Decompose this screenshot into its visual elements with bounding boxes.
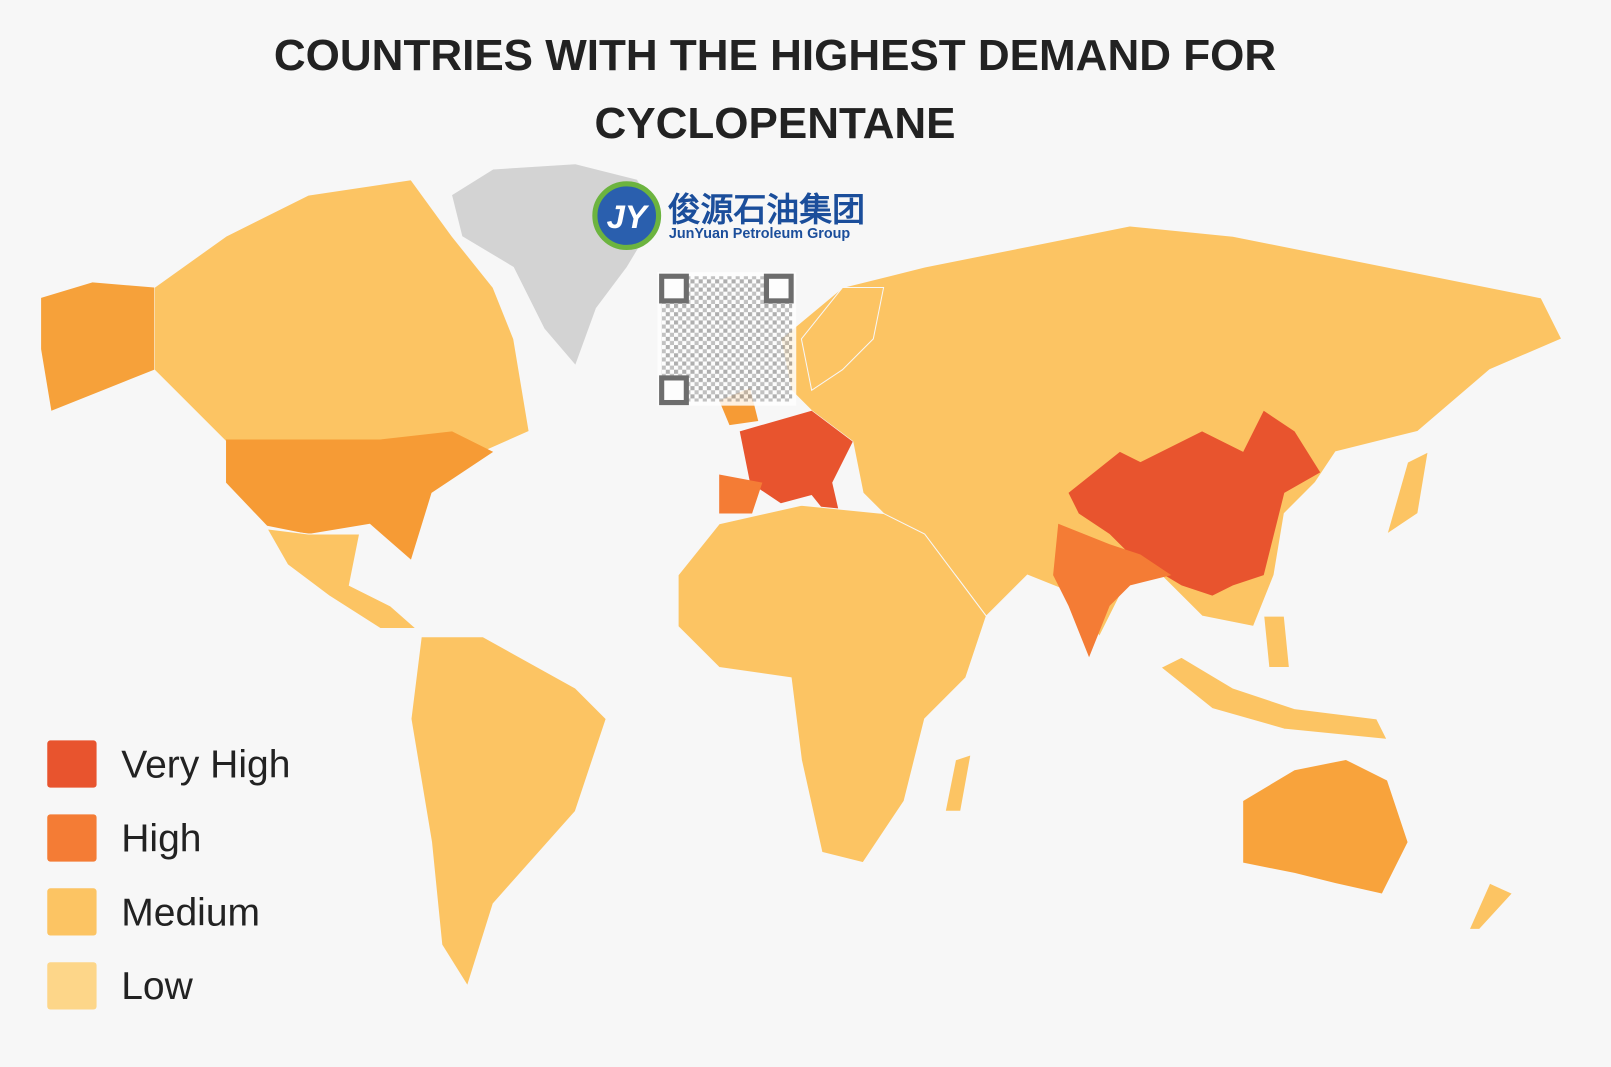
chart-title: COUNTRIES WITH THE HIGHEST DEMAND FOR CY… [273, 31, 1277, 148]
logo-name-en: JunYuan Petroleum Group [669, 226, 851, 242]
legend-swatch [47, 740, 97, 788]
logo: JY 俊源石油集团 JunYuan Petroleum Group [592, 181, 865, 251]
australia [1243, 759, 1408, 894]
legend-swatch [47, 888, 97, 936]
legend-label: Medium [121, 891, 260, 934]
new-zealand [1468, 882, 1514, 930]
qr-code [657, 272, 797, 406]
legend-label: Very High [121, 743, 290, 786]
logo-badge [592, 181, 662, 251]
india [1053, 523, 1172, 658]
western-europe [739, 410, 853, 537]
usa [226, 431, 494, 560]
legend: Very High High Medium Low [47, 740, 290, 1010]
spain [719, 474, 763, 514]
south-america [410, 636, 607, 988]
legend-label: Low [121, 965, 193, 1008]
china [1068, 410, 1321, 596]
africa [677, 504, 987, 864]
japan [1386, 450, 1429, 536]
logo-initials: JY [607, 198, 650, 235]
legend-swatch [47, 962, 97, 1010]
scandinavia [800, 287, 885, 392]
world-map [41, 164, 1563, 988]
legend-label: High [121, 817, 201, 860]
legend-swatch [47, 814, 97, 862]
alaska [41, 282, 155, 411]
indonesia [1160, 656, 1388, 741]
madagascar [944, 754, 972, 812]
philippines [1263, 615, 1290, 669]
central-america [266, 528, 418, 630]
logo-name-cn: 俊源石油集团 [668, 190, 865, 229]
